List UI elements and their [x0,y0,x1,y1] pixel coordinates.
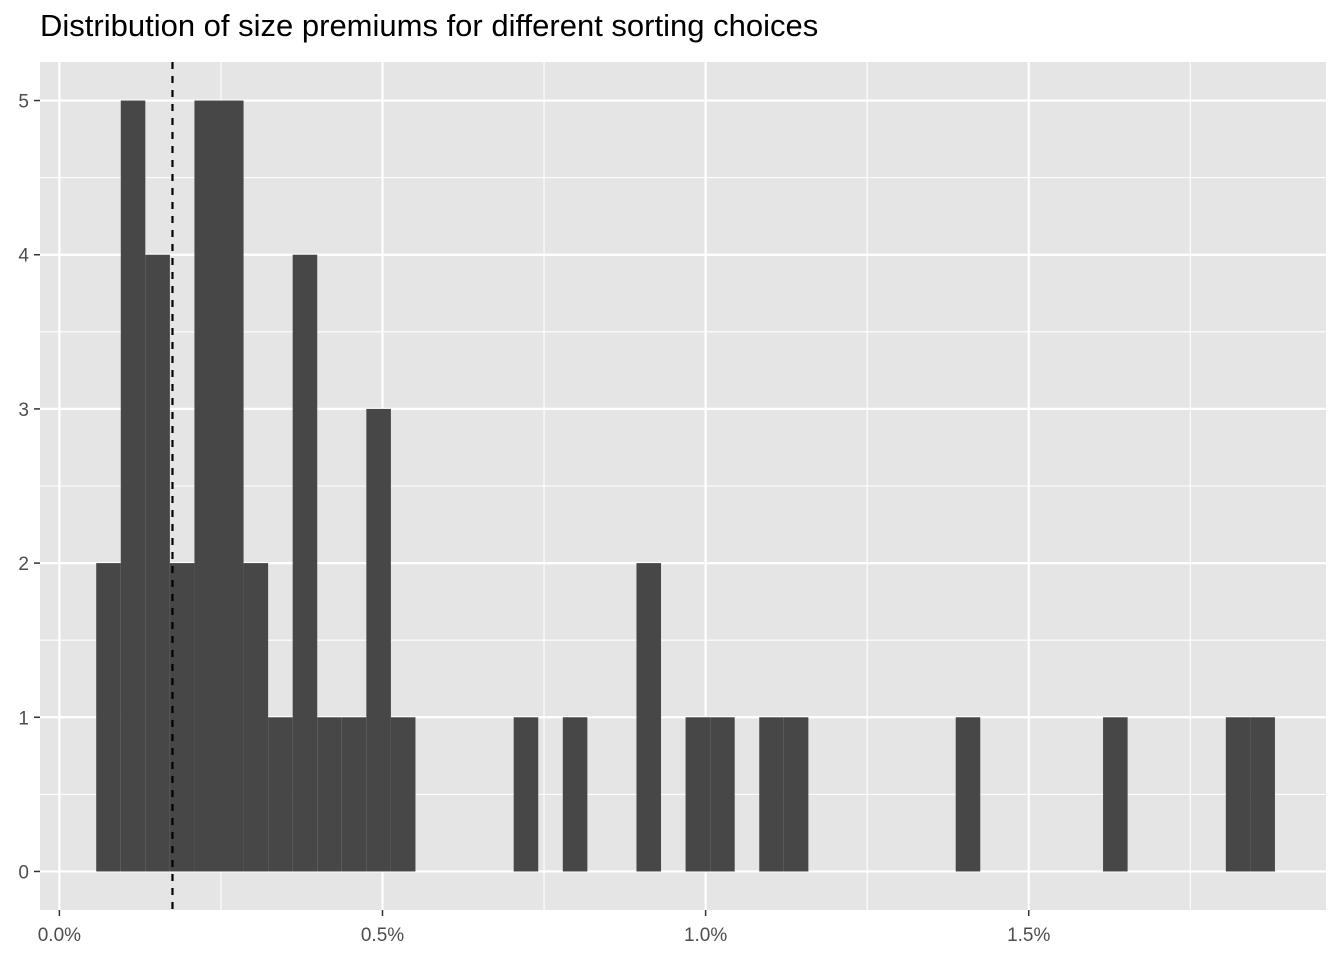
histogram-bar [562,717,588,872]
x-tick-label: 0.0% [38,925,81,946]
histogram-bars [96,100,1275,872]
y-tick-label: 1 [18,708,29,729]
histogram-bar [685,717,711,872]
x-tick-label: 1.0% [684,925,727,946]
chart-title: Distribution of size premiums for differ… [40,8,819,43]
y-tick-label: 3 [18,400,29,421]
histogram-bar [145,254,170,872]
y-tick-label: 2 [18,554,29,575]
x-tick-label: 0.5% [361,925,404,946]
histogram-bar [96,563,121,872]
histogram-bar [759,717,784,872]
histogram-bar [1250,717,1275,872]
y-tick-label: 5 [18,92,29,113]
histogram-bar [513,717,539,872]
histogram-bar [1103,717,1128,872]
histogram-bar [341,717,367,872]
histogram-bar [317,717,342,872]
histogram-bar [243,563,269,872]
histogram-bar [1225,717,1251,872]
y-axis: 0 1 2 3 4 5 [18,92,40,883]
histogram-bar [292,254,318,872]
histogram-bar [169,563,195,872]
histogram-bar [366,408,391,872]
x-tick-label: 1.5% [1007,925,1050,946]
histogram-bar [783,717,809,872]
histogram-bar [120,100,146,872]
histogram-bar [636,563,662,872]
y-tick-label: 0 [18,862,29,883]
histogram-bar [710,717,735,872]
y-tick-label: 4 [18,246,29,267]
x-axis: 0.0% 0.5% 1.0% 1.5% [38,910,1050,946]
histogram-bar [955,717,981,872]
histogram-bar [390,717,416,872]
histogram-bar [268,717,293,872]
histogram-bar [219,100,244,872]
histogram-bar [194,100,220,872]
